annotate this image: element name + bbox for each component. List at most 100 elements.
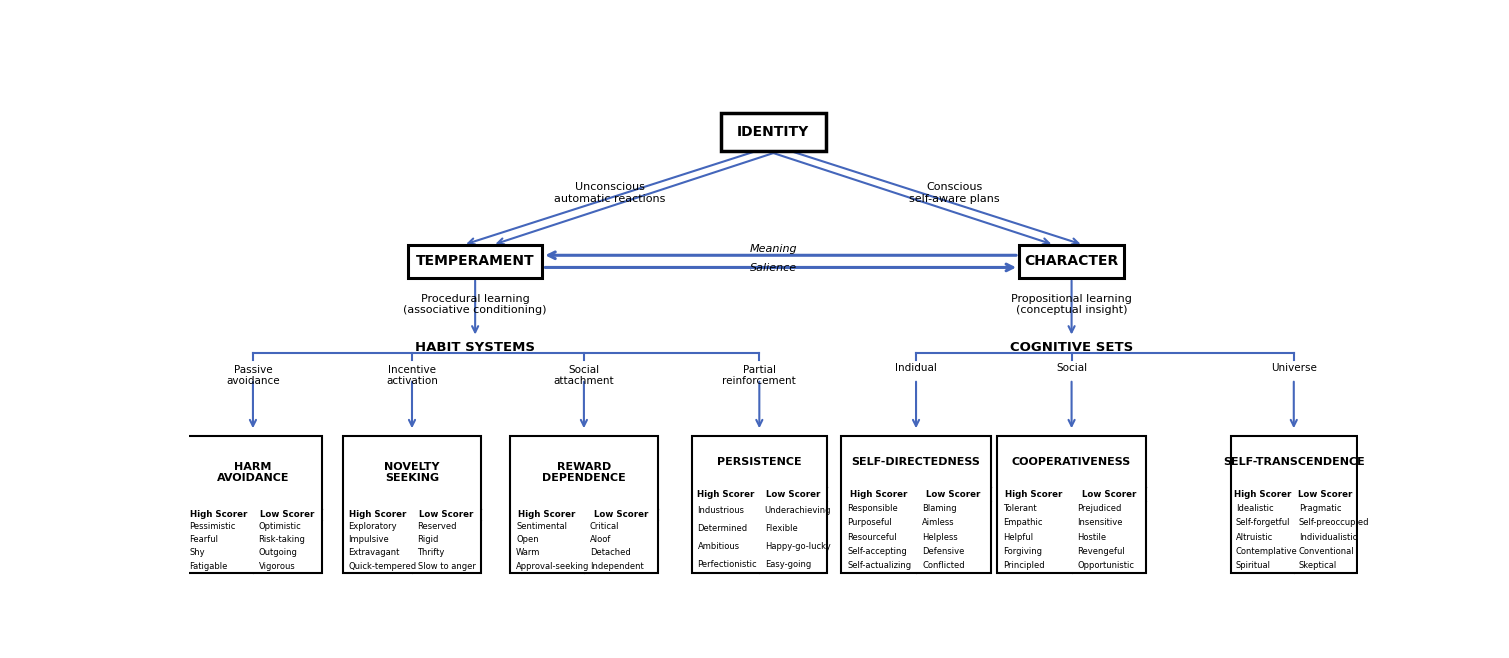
Text: Exploratory: Exploratory bbox=[349, 522, 397, 531]
Text: Low Scorer: Low Scorer bbox=[765, 490, 819, 499]
Text: Risk-taking: Risk-taking bbox=[258, 535, 305, 544]
Text: TEMPERAMENT: TEMPERAMENT bbox=[416, 255, 534, 268]
Text: High Scorer: High Scorer bbox=[1233, 490, 1290, 499]
Text: Self-accepting: Self-accepting bbox=[847, 547, 907, 556]
Text: Procedural learning
(associative conditioning): Procedural learning (associative conditi… bbox=[403, 293, 546, 315]
FancyBboxPatch shape bbox=[510, 436, 658, 573]
Text: Independent: Independent bbox=[590, 562, 643, 570]
Text: Easy-going: Easy-going bbox=[765, 559, 810, 569]
Text: IDENTITY: IDENTITY bbox=[738, 125, 809, 139]
Text: Low Scorer: Low Scorer bbox=[260, 510, 315, 519]
Text: Low Scorer: Low Scorer bbox=[593, 510, 647, 519]
Text: Individualistic: Individualistic bbox=[1299, 533, 1357, 542]
FancyBboxPatch shape bbox=[997, 436, 1147, 573]
Text: Idealistic: Idealistic bbox=[1236, 504, 1274, 513]
Text: Underachieving: Underachieving bbox=[765, 506, 831, 515]
FancyBboxPatch shape bbox=[841, 436, 991, 573]
Text: Helpless: Helpless bbox=[922, 533, 958, 542]
Text: Determined: Determined bbox=[697, 524, 747, 533]
Text: Propositional learning
(conceptual insight): Propositional learning (conceptual insig… bbox=[1011, 293, 1132, 315]
FancyBboxPatch shape bbox=[1231, 436, 1357, 573]
Text: High Scorer: High Scorer bbox=[850, 490, 907, 499]
Text: Warm: Warm bbox=[516, 549, 540, 557]
Text: SELF-TRANSCENDENCE: SELF-TRANSCENDENCE bbox=[1222, 457, 1364, 467]
Text: Open: Open bbox=[516, 535, 539, 544]
Text: Self-preoccupied: Self-preoccupied bbox=[1299, 519, 1369, 527]
Text: Resourceful: Resourceful bbox=[847, 533, 896, 542]
Text: Low Scorer: Low Scorer bbox=[927, 490, 981, 499]
Text: Fatigable: Fatigable bbox=[190, 562, 228, 570]
Text: Revengeful: Revengeful bbox=[1077, 547, 1126, 556]
Text: Social: Social bbox=[1056, 363, 1086, 372]
Text: Shy: Shy bbox=[190, 549, 205, 557]
Text: Salience: Salience bbox=[750, 263, 797, 274]
Text: Critical: Critical bbox=[590, 522, 619, 531]
FancyBboxPatch shape bbox=[721, 113, 825, 151]
Text: Thrifty: Thrifty bbox=[418, 549, 445, 557]
Text: Universe: Universe bbox=[1271, 363, 1317, 372]
Text: Vigorous: Vigorous bbox=[258, 562, 296, 570]
Text: Low Scorer: Low Scorer bbox=[420, 510, 474, 519]
Text: HABIT SYSTEMS: HABIT SYSTEMS bbox=[415, 341, 536, 354]
Text: Meaning: Meaning bbox=[750, 243, 797, 254]
Text: Aimless: Aimless bbox=[922, 519, 955, 527]
Text: Impulsive: Impulsive bbox=[349, 535, 389, 544]
Text: Blaming: Blaming bbox=[922, 504, 957, 513]
Text: Low Scorer: Low Scorer bbox=[1298, 490, 1352, 499]
Text: CHARACTER: CHARACTER bbox=[1025, 255, 1118, 268]
Text: Purposeful: Purposeful bbox=[847, 519, 892, 527]
Text: Happy-go-lucky: Happy-go-lucky bbox=[765, 542, 830, 551]
Text: COGNITIVE SETS: COGNITIVE SETS bbox=[1010, 341, 1133, 354]
Text: Indidual: Indidual bbox=[895, 363, 937, 372]
Text: Sentimental: Sentimental bbox=[516, 522, 567, 531]
Text: Outgoing: Outgoing bbox=[258, 549, 297, 557]
Text: HARM
AVOIDANCE: HARM AVOIDANCE bbox=[217, 462, 290, 484]
Text: Optimistic: Optimistic bbox=[258, 522, 302, 531]
Text: Incentive
activation: Incentive activation bbox=[386, 365, 438, 386]
Text: High Scorer: High Scorer bbox=[697, 490, 754, 499]
Text: Rigid: Rigid bbox=[418, 535, 439, 544]
Text: High Scorer: High Scorer bbox=[519, 510, 576, 519]
Text: Pragmatic: Pragmatic bbox=[1299, 504, 1342, 513]
FancyBboxPatch shape bbox=[343, 436, 481, 573]
Text: Conventional: Conventional bbox=[1299, 547, 1355, 556]
Text: Partial
reinforcement: Partial reinforcement bbox=[723, 365, 797, 386]
Text: Defensive: Defensive bbox=[922, 547, 964, 556]
Text: Quick-tempered: Quick-tempered bbox=[349, 562, 416, 570]
Text: High Scorer: High Scorer bbox=[349, 510, 406, 519]
Text: Hostile: Hostile bbox=[1077, 533, 1106, 542]
Text: Reserved: Reserved bbox=[418, 522, 457, 531]
Text: Low Scorer: Low Scorer bbox=[1082, 490, 1136, 499]
Text: Conscious
self-aware plans: Conscious self-aware plans bbox=[910, 182, 1000, 204]
Text: REWARD
DEPENDENCE: REWARD DEPENDENCE bbox=[542, 462, 626, 484]
Text: Helpful: Helpful bbox=[1002, 533, 1032, 542]
FancyBboxPatch shape bbox=[407, 245, 542, 278]
Text: Forgiving: Forgiving bbox=[1002, 547, 1041, 556]
Text: Contemplative: Contemplative bbox=[1236, 547, 1298, 556]
Text: Insensitive: Insensitive bbox=[1077, 519, 1123, 527]
Text: Empathic: Empathic bbox=[1002, 519, 1043, 527]
Text: NOVELTY
SEEKING: NOVELTY SEEKING bbox=[385, 462, 439, 484]
Text: Prejudiced: Prejudiced bbox=[1077, 504, 1121, 513]
Text: Passive
avoidance: Passive avoidance bbox=[226, 365, 279, 386]
Text: Responsible: Responsible bbox=[847, 504, 898, 513]
Text: Pessimistic: Pessimistic bbox=[190, 522, 235, 531]
Text: Fearful: Fearful bbox=[190, 535, 219, 544]
Text: High Scorer: High Scorer bbox=[190, 510, 247, 519]
Text: High Scorer: High Scorer bbox=[1005, 490, 1062, 499]
Text: Conflicted: Conflicted bbox=[922, 561, 964, 570]
Text: Principled: Principled bbox=[1002, 561, 1044, 570]
Text: COOPERATIVENESS: COOPERATIVENESS bbox=[1013, 457, 1132, 467]
Text: Slow to anger: Slow to anger bbox=[418, 562, 475, 570]
Text: Opportunistic: Opportunistic bbox=[1077, 561, 1135, 570]
FancyBboxPatch shape bbox=[184, 436, 321, 573]
FancyBboxPatch shape bbox=[693, 436, 827, 573]
Text: Tolerant: Tolerant bbox=[1002, 504, 1037, 513]
Text: Self-actualizing: Self-actualizing bbox=[847, 561, 911, 570]
Text: Perfectionistic: Perfectionistic bbox=[697, 559, 758, 569]
Text: Self-forgetful: Self-forgetful bbox=[1236, 519, 1290, 527]
Text: Ambitious: Ambitious bbox=[697, 542, 739, 551]
Text: Approval-seeking: Approval-seeking bbox=[516, 562, 590, 570]
Text: Altruistic: Altruistic bbox=[1236, 533, 1274, 542]
Text: PERSISTENCE: PERSISTENCE bbox=[717, 457, 801, 467]
